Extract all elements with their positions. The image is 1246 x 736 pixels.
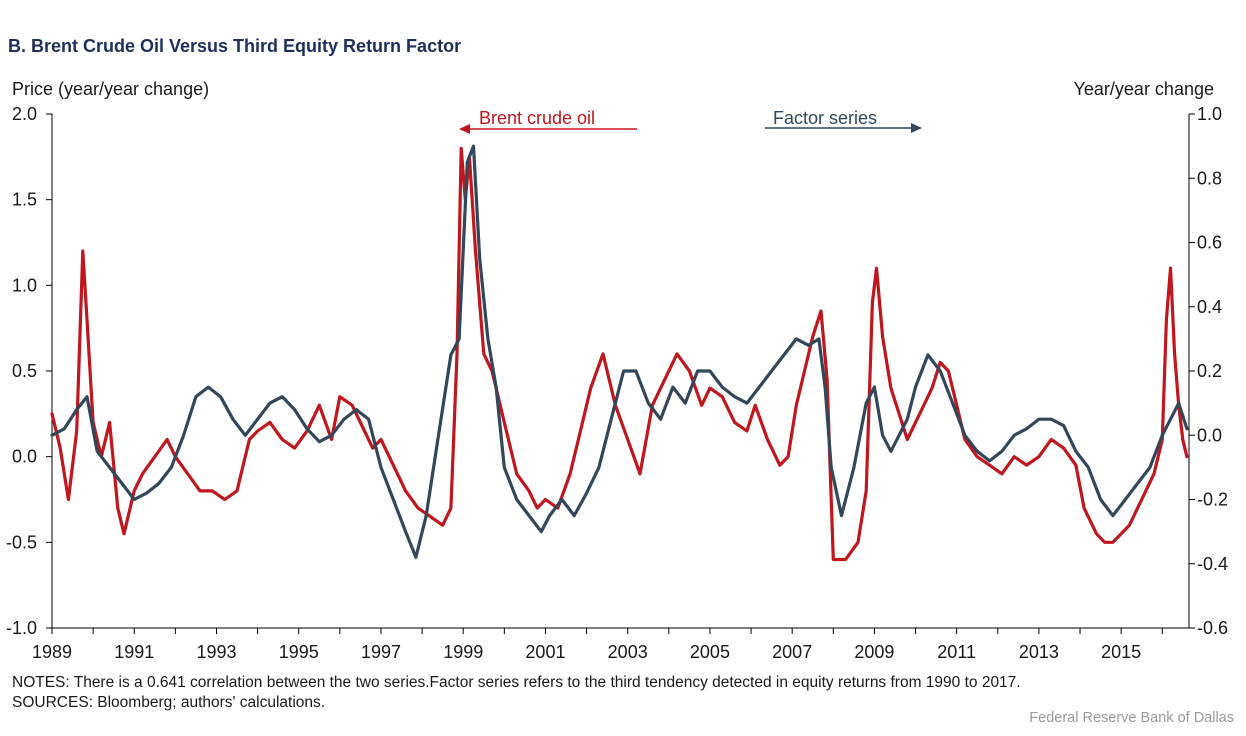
x-tick-label: 1989	[32, 642, 72, 662]
y2-tick-label: 0.0	[1197, 425, 1222, 445]
brent-series-label: Brent crude oil	[479, 108, 595, 128]
y2-tick-label: 0.2	[1197, 361, 1222, 381]
x-tick-label: 2003	[608, 642, 648, 662]
x-tick-label: 2005	[690, 642, 730, 662]
x-tick-label: 1995	[279, 642, 319, 662]
x-tick-label: 1991	[114, 642, 154, 662]
y2-tick-label: -0.6	[1197, 618, 1228, 638]
y-tick-label: -0.5	[6, 532, 37, 552]
x-tick-label: 1999	[443, 642, 483, 662]
x-tick-label: 2007	[772, 642, 812, 662]
y-tick-label: 2.0	[12, 104, 37, 124]
x-tick-label: 2001	[525, 642, 565, 662]
x-tick-label: 1993	[196, 642, 236, 662]
sources-text: SOURCES: Bloomberg; authors' calculation…	[12, 694, 326, 711]
left-axis-label: Price (year/year change)	[12, 79, 210, 99]
y-tick-label: 0.5	[12, 361, 37, 381]
credit-text: Federal Reserve Bank of Dallas	[1029, 710, 1234, 726]
y-tick-label: 1.0	[12, 275, 37, 295]
x-tick-label: 1997	[361, 642, 401, 662]
y2-tick-label: 0.6	[1197, 233, 1222, 253]
chart-title: B. Brent Crude Oil Versus Third Equity R…	[8, 36, 462, 56]
factor-series-line	[50, 144, 1189, 559]
x-tick-label: 2013	[1019, 642, 1059, 662]
brent-crude-oil-line	[50, 146, 1189, 562]
y2-tick-label: 1.0	[1197, 104, 1222, 124]
y-tick-label: -1.0	[6, 618, 37, 638]
x-tick-label: 2015	[1101, 642, 1141, 662]
y-tick-label: 0.0	[12, 447, 37, 467]
y2-tick-label: -0.2	[1197, 490, 1228, 510]
y-tick-label: 1.5	[12, 190, 37, 210]
brent-arrow-head	[459, 124, 470, 134]
right-axis-label: Year/year change	[1073, 79, 1214, 99]
y2-tick-label: -0.4	[1197, 554, 1228, 574]
notes-text: NOTES: There is a 0.641 correlation betw…	[12, 674, 1021, 691]
chart-notes: NOTES: There is a 0.641 correlation betw…	[12, 673, 1021, 713]
factor-series-label: Factor series	[773, 108, 877, 128]
y2-tick-label: 0.8	[1197, 168, 1222, 188]
y2-tick-label: 0.4	[1197, 297, 1222, 317]
x-tick-label: 2009	[854, 642, 894, 662]
x-tick-label: 2011	[937, 642, 976, 662]
chart-svg: -1.0 -0.5 0.0 0.5 1.0 1.5 2.0 -0.6 -0.4 -0.2 0.0 0.…	[6, 104, 1228, 662]
factor-arrow-head	[911, 123, 922, 133]
